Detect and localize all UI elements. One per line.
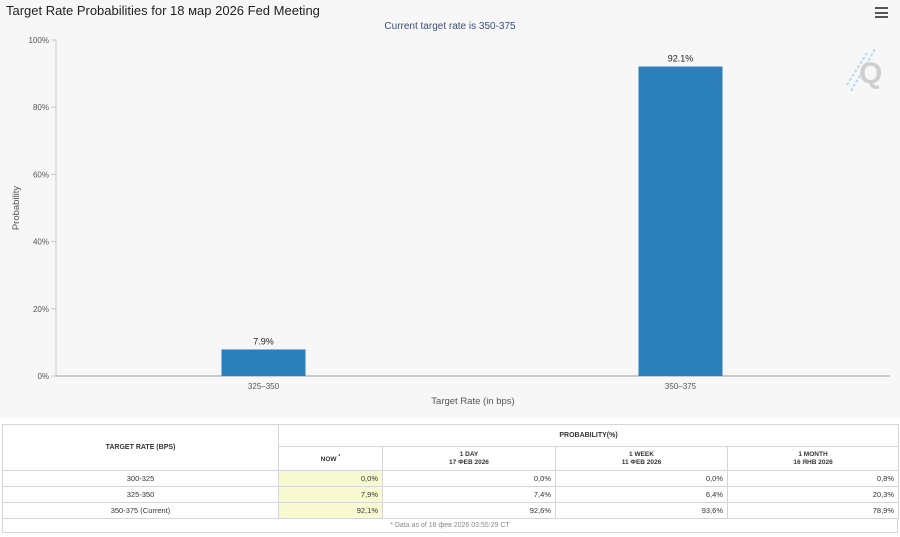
- column-header-1-month: 1 MONTH 16 ЯНВ 2026: [726, 446, 900, 471]
- bar-350-375[interactable]: [638, 66, 723, 376]
- probability-header: PROBABILITY(%): [277, 424, 900, 447]
- probability-cell: 20,3%: [726, 486, 900, 503]
- table-row: 325-350 7,9% 7,4% 6,4% 20,3%: [2, 486, 900, 503]
- target-rate-header: TARGET RATE (BPS): [2, 424, 279, 471]
- probability-cell: 7,9%: [278, 486, 383, 503]
- x-axis-title: Target Rate (in bps): [431, 396, 514, 407]
- table-row: 300-325 0,0% 0,0% 0,0% 0,8%: [2, 470, 900, 487]
- probability-cell: 0,0%: [555, 470, 728, 487]
- probability-table: TARGET RATE (BPS) PROBABILITY(%) NOW * 1 …: [2, 424, 900, 533]
- bar-chart: 0% 20% 40% 60% 80% 100% 325–350 350–375 7.9% 92.…: [11, 36, 890, 407]
- y-tick-label: 100%: [29, 36, 49, 45]
- probability-cell: 0,0%: [278, 470, 383, 487]
- table-row: 350-375 (Current) 92,1% 92,6% 93,6% 78,9%: [2, 502, 900, 519]
- probability-cell: 93,6%: [555, 502, 728, 519]
- column-header-1-week: 1 WEEK 11 ФЕВ 2026: [555, 446, 728, 471]
- chart-title: Target Rate Probabilities for 18 мар 202…: [6, 3, 320, 18]
- y-tick-label: 60%: [33, 170, 49, 179]
- target-rate-cell: 325-350: [2, 486, 279, 503]
- y-tick-label: 40%: [33, 238, 49, 247]
- y-tick-label: 0%: [37, 372, 49, 381]
- column-header-1-day: 1 DAY 17 ФЕВ 2026: [382, 446, 556, 471]
- y-tick-label: 80%: [33, 103, 49, 112]
- probability-cell: 0,0%: [382, 470, 556, 487]
- data-timestamp-footnote: * Data as of 18 фев 2026 03:55:29 CT: [2, 519, 898, 533]
- bar-data-label: 92.1%: [668, 54, 694, 64]
- column-header-now: NOW *: [278, 446, 383, 471]
- x-tick-label: 350–375: [665, 382, 697, 391]
- target-rate-cell: 300-325: [2, 470, 279, 487]
- y-axis-title: Probability: [11, 186, 22, 231]
- probability-cell: 0,8%: [726, 470, 900, 487]
- svg-text:Q: Q: [859, 57, 882, 90]
- quikstrike-logo-icon: Q: [846, 48, 882, 92]
- y-tick-label: 20%: [33, 305, 49, 314]
- bar-data-label: 7.9%: [253, 336, 274, 346]
- x-tick-label: 325–350: [248, 382, 280, 391]
- target-rate-cell: 350-375 (Current): [2, 502, 279, 519]
- probability-cell: 92,1%: [278, 502, 383, 519]
- probability-cell: 92,6%: [382, 502, 556, 519]
- probability-cell: 78,9%: [726, 502, 900, 519]
- chart-panel: Target Rate Probabilities for 18 мар 202…: [6, 3, 890, 407]
- bar-325-350[interactable]: [221, 349, 306, 376]
- probability-cell: 7,4%: [382, 486, 556, 503]
- probability-cell: 6,4%: [555, 486, 728, 503]
- chart-subtitle: Current target rate is 350-375: [384, 21, 516, 32]
- hamburger-menu-icon[interactable]: [875, 7, 888, 18]
